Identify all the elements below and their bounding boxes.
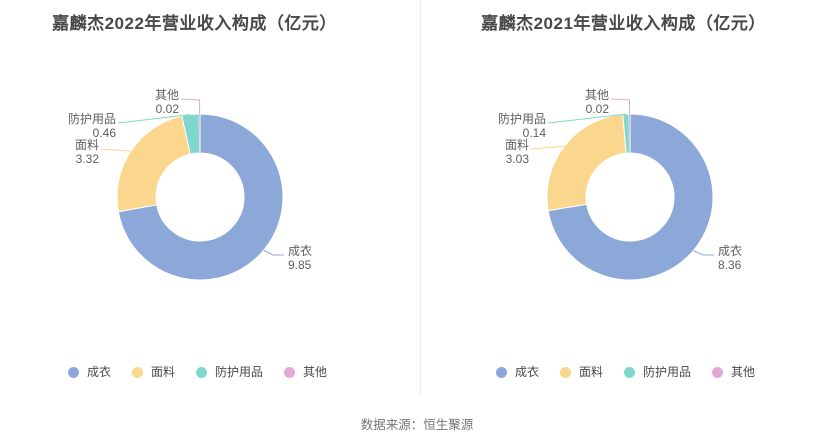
slice-other[interactable]	[629, 114, 630, 154]
legend-label: 防护用品	[643, 365, 692, 379]
chart-title-right: 嘉麟杰2021年营业收入构成（亿元）	[481, 14, 766, 33]
legend-right: 成衣 面料 防护用品 其他	[419, 365, 832, 380]
legend-label: 防护用品	[215, 365, 264, 379]
legend-item-garments[interactable]: 成衣	[67, 365, 111, 380]
source-note: 数据来源：恒生聚源	[360, 418, 474, 432]
slice-fabrics[interactable]	[546, 113, 627, 212]
chart-panels: 成衣 9.85 面料 3.32 防护用品 0.46 其他 0.02 嘉麟杰2022年营业收入构…	[0, 0, 834, 400]
donut-chart-left: 成衣 9.85 面料 3.32 防护用品 0.46 其他 0.02	[0, 0, 421, 400]
legend-dot-icon	[559, 367, 571, 378]
chart-title-left: 嘉麟杰2022年营业收入构成（亿元）	[52, 14, 337, 33]
legend-dot-icon	[131, 367, 143, 378]
slice-label: 其他 0.02	[155, 88, 179, 116]
legend-dot-icon	[196, 367, 207, 378]
legend-label: 面料	[578, 365, 603, 379]
label-leader-line	[263, 249, 284, 256]
legend-left: 成衣 面料 防护用品 其他	[0, 365, 408, 380]
label-leader-line	[100, 148, 131, 152]
label-leader-line	[530, 145, 565, 150]
slice-fabrics[interactable]	[116, 115, 191, 213]
legend-item-fabrics[interactable]: 面料	[559, 365, 603, 380]
slice-other[interactable]	[199, 114, 200, 154]
slice-label: 面料 3.03	[505, 138, 529, 166]
slice-garments[interactable]	[547, 113, 714, 281]
slice-label: 其他 0.02	[585, 88, 609, 116]
legend-dot-icon	[495, 367, 507, 378]
legend-dot-icon	[712, 367, 724, 378]
legend-item-protective-products[interactable]: 防护用品	[624, 365, 691, 380]
legend-dot-icon	[284, 367, 296, 378]
panel-divider	[420, 0, 421, 397]
slice-label: 成衣 8.36	[718, 243, 742, 272]
slice-label: 防护用品 0.46	[68, 111, 116, 140]
legend-label: 成衣	[514, 365, 539, 379]
slice-label: 面料 3.32	[75, 138, 99, 166]
label-leader-line	[117, 114, 191, 124]
label-leader-line	[693, 250, 714, 256]
legend-item-other[interactable]: 其他	[284, 365, 327, 380]
chart-panel-right: 成衣 8.36 面料 3.03 防护用品 0.14 其他 0.02 嘉麟杰2021年营业收入构…	[421, 0, 834, 400]
legend-label: 面料	[150, 365, 175, 379]
label-leader-line	[547, 113, 626, 124]
slice-garments[interactable]	[117, 113, 284, 281]
legend-dot-icon	[67, 367, 79, 378]
chart-panel-left: 成衣 9.85 面料 3.32 防护用品 0.46 其他 0.02 嘉麟杰2022年营业收入构…	[0, 0, 421, 400]
legend-item-protective-products[interactable]: 防护用品	[196, 365, 263, 380]
slice-label: 防护用品 0.14	[498, 111, 546, 140]
legend-label: 其他	[303, 365, 328, 379]
legend-item-other[interactable]: 其他	[712, 365, 755, 380]
legend-item-fabrics[interactable]: 面料	[131, 365, 175, 380]
label-leader-line	[180, 98, 201, 115]
label-leader-line	[610, 98, 631, 115]
donut-chart-right: 成衣 8.36 面料 3.03 防护用品 0.14 其他 0.02	[421, 0, 834, 400]
legend-dot-icon	[624, 367, 635, 378]
legend-label: 其他	[731, 365, 756, 379]
slice-label: 成衣 9.85	[288, 243, 312, 272]
legend-label: 成衣	[86, 365, 111, 379]
legend-item-garments[interactable]: 成衣	[495, 365, 539, 380]
